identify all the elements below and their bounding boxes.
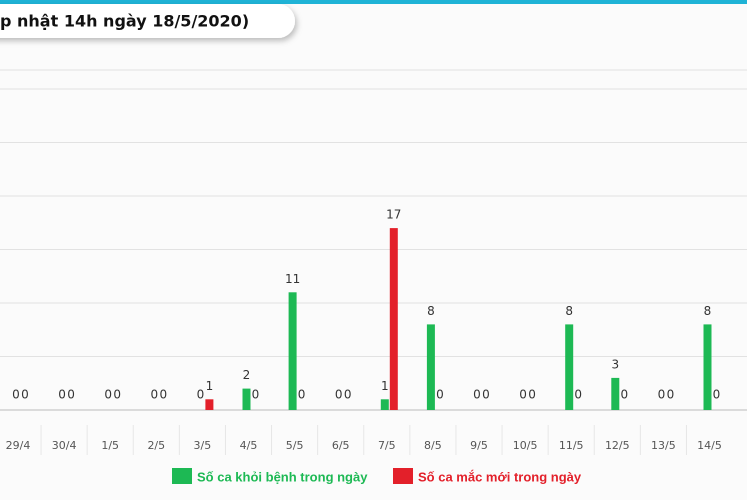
x-tick-label: 5/5: [286, 439, 304, 452]
value-label: 8: [704, 304, 712, 318]
x-tick-label: 8/5: [424, 439, 442, 452]
value-label: 0: [473, 388, 481, 402]
value-label: 0: [482, 388, 490, 402]
x-tick-label: 29/4: [6, 439, 31, 452]
top-stripe: [0, 0, 747, 4]
value-label: 0: [335, 388, 343, 402]
value-label: 0: [667, 388, 675, 402]
bar: [380, 399, 389, 410]
value-label: 0: [574, 388, 582, 402]
value-label: 3: [611, 357, 619, 371]
value-label: 0: [713, 388, 721, 402]
x-tick-label: 9/5: [470, 439, 488, 452]
legend-swatch: [172, 468, 192, 484]
value-label: 0: [104, 388, 112, 402]
bar: [288, 292, 297, 410]
bar: [205, 399, 214, 410]
value-label: 0: [159, 388, 167, 402]
x-tick-label: 12/5: [605, 439, 630, 452]
value-label: 0: [436, 388, 444, 402]
x-tick-label: 2/5: [147, 439, 165, 452]
legend-label: Số ca mắc mới trong ngày: [418, 469, 582, 484]
value-label: 0: [58, 388, 66, 402]
x-tick-label: 1/5: [101, 439, 119, 452]
value-label: 0: [620, 388, 628, 402]
x-tick-label: 3/5: [194, 439, 212, 452]
legend-label: Số ca khỏi bệnh trong ngày: [197, 469, 368, 484]
value-label: 0: [197, 388, 205, 402]
bar: [389, 228, 398, 410]
value-label: 1: [381, 379, 389, 393]
title-pill: [0, 4, 295, 38]
x-tick-label: 30/4: [52, 439, 77, 452]
bar: [565, 324, 574, 410]
value-label: 0: [150, 388, 158, 402]
bar: [426, 324, 435, 410]
legend-swatch: [393, 468, 413, 484]
value-label: 0: [67, 388, 75, 402]
bar: [242, 388, 251, 410]
x-tick-label: 11/5: [559, 439, 584, 452]
bar: [703, 324, 712, 410]
x-tick-label: 14/5: [697, 439, 722, 452]
value-label: 2: [243, 368, 251, 382]
value-label: 0: [519, 388, 527, 402]
value-label: 0: [113, 388, 121, 402]
value-label: 1: [206, 379, 214, 393]
x-tick-label: 6/5: [332, 439, 350, 452]
value-label: 0: [21, 388, 29, 402]
x-tick-label: 7/5: [378, 439, 396, 452]
value-label: 8: [565, 304, 573, 318]
value-label: 8: [427, 304, 435, 318]
value-label: 0: [344, 388, 352, 402]
value-label: 0: [12, 388, 20, 402]
value-label: 0: [658, 388, 666, 402]
x-tick-label: 10/5: [513, 439, 538, 452]
value-label: 11: [285, 272, 300, 286]
value-label: 0: [252, 388, 260, 402]
value-label: 17: [386, 208, 401, 222]
x-tick-label: 4/5: [240, 439, 258, 452]
value-label: 0: [528, 388, 536, 402]
value-label: 0: [298, 388, 306, 402]
bar: [611, 377, 620, 410]
chart-title: p nhật 14h ngày 18/5/2020): [0, 12, 249, 31]
x-tick-label: 13/5: [651, 439, 676, 452]
